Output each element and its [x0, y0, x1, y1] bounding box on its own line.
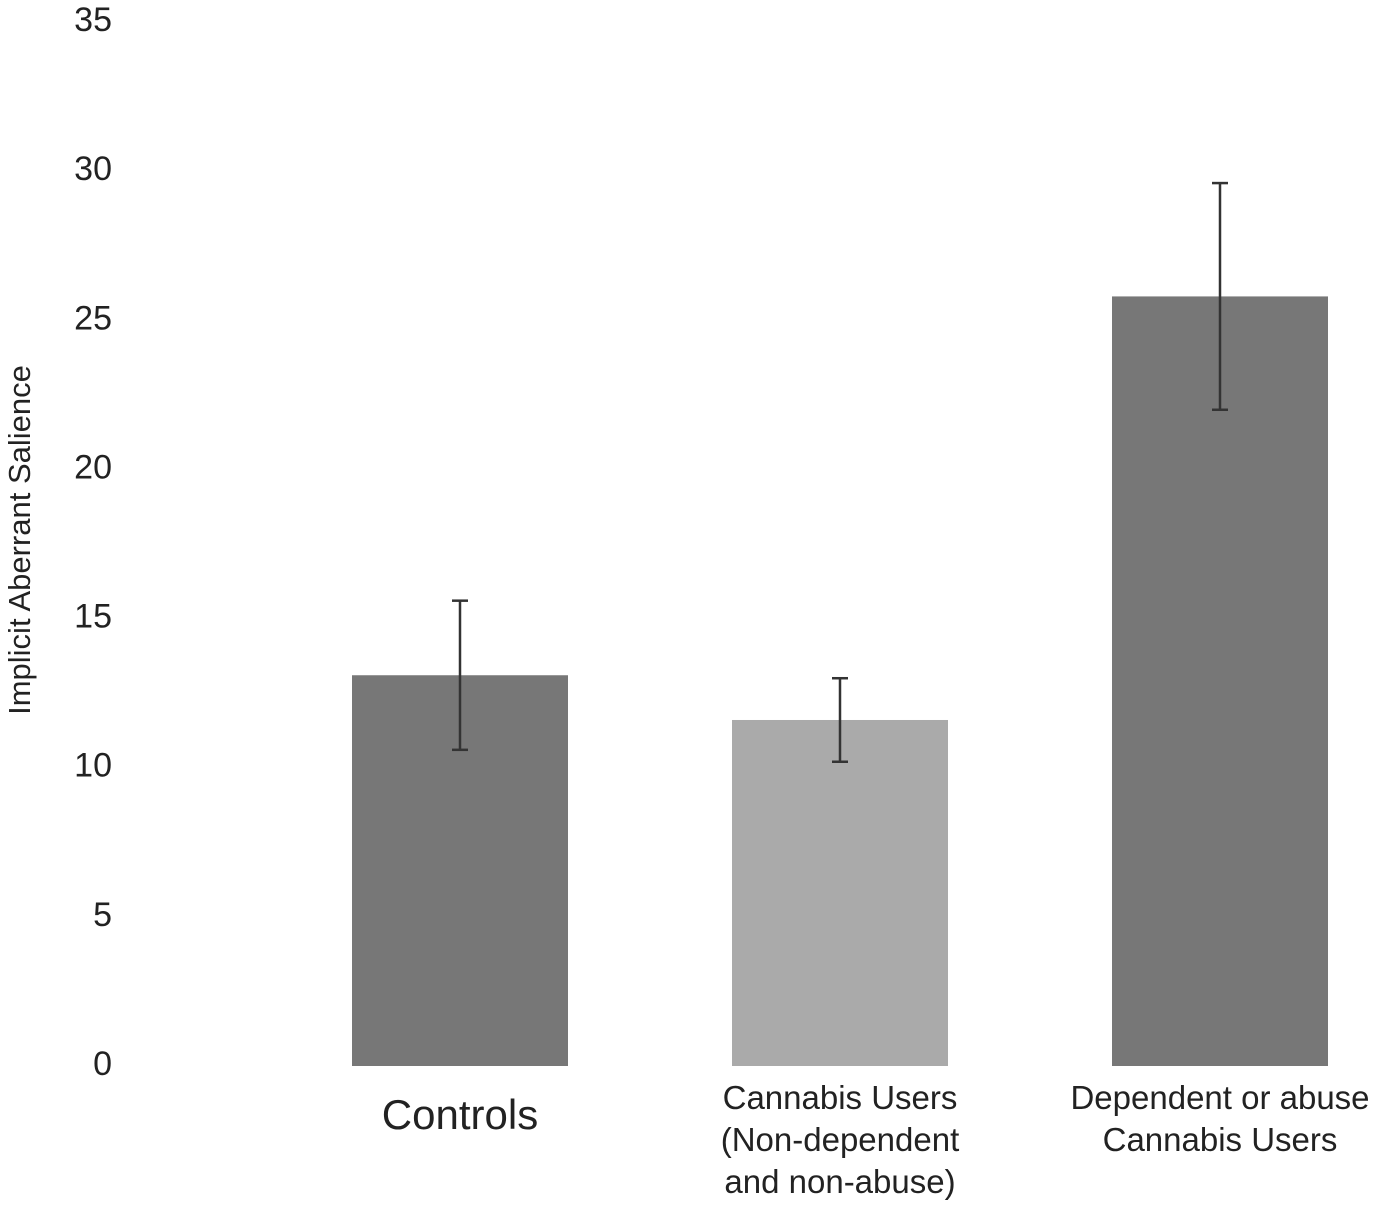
bar: [1112, 296, 1328, 1066]
x-tick-label: Dependent or abuse Cannabis Users: [1070, 1079, 1369, 1158]
y-tick-label: 30: [74, 150, 112, 188]
y-tick-label: 0: [93, 1045, 112, 1083]
y-tick-label: 10: [74, 747, 112, 785]
error-bar: [1212, 181, 1228, 412]
x-tick-label: Controls: [382, 1091, 538, 1138]
y-tick-label: 5: [93, 896, 112, 934]
error-bar: [452, 599, 468, 752]
y-axis-label: Implicit Aberrant Salience: [2, 365, 37, 715]
y-tick-label: 15: [74, 598, 112, 636]
x-tick-label: Cannabis Users (Non-dependent and non-abus…: [721, 1079, 960, 1200]
y-tick-label: 20: [74, 448, 112, 486]
bar: [732, 719, 948, 1066]
error-bar: [832, 676, 848, 763]
y-tick-label: 25: [74, 299, 112, 337]
y-tick-label: 35: [74, 1, 112, 39]
